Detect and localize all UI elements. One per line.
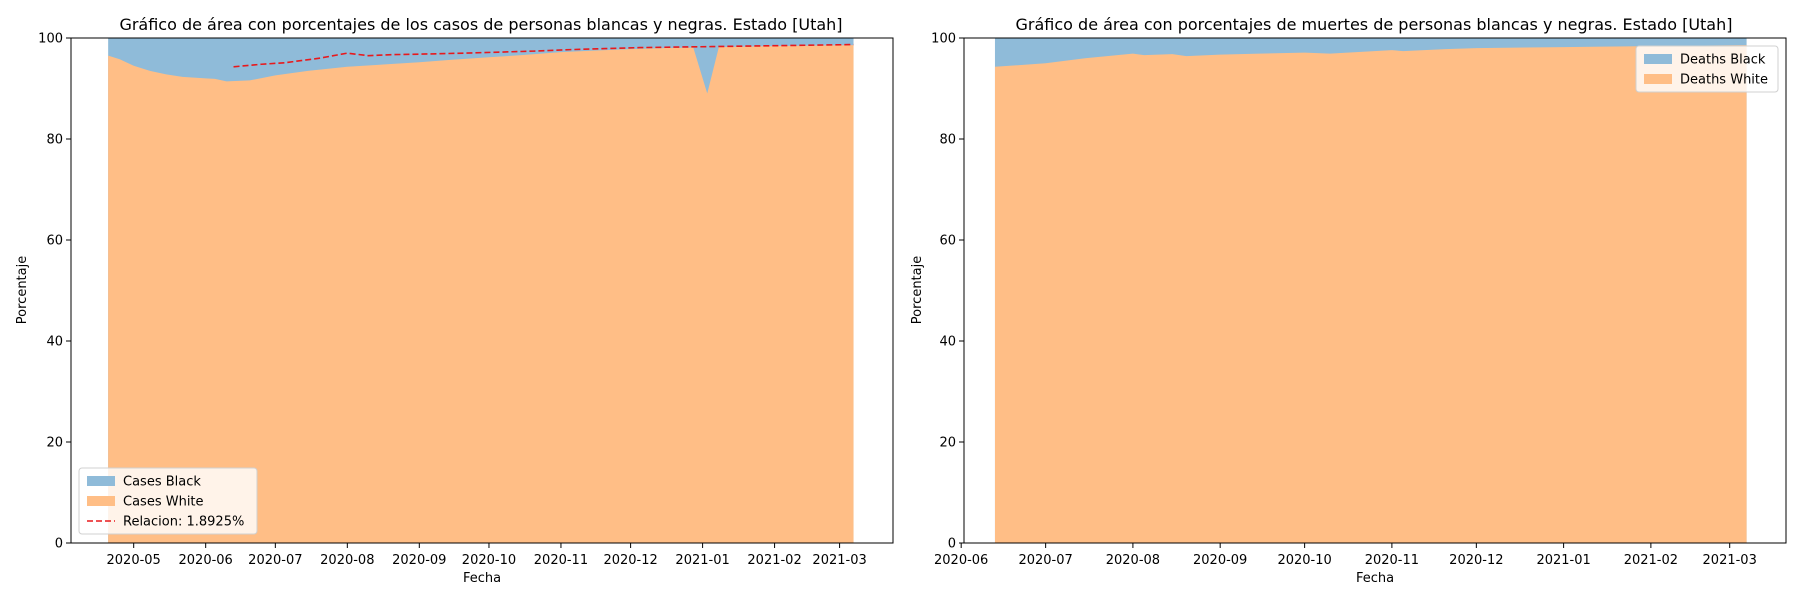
legend-label: Cases White: [123, 495, 204, 510]
x-tick-label: 2020-09: [1193, 553, 1247, 568]
y-tick-label: 80: [939, 133, 956, 148]
cases-x-axis: 2020-05 2020-06 2020-07 2020-08 2020-09 2020-…: [107, 543, 867, 568]
x-tick-label: 2020-11: [534, 553, 588, 568]
x-tick-label: 2020-07: [1018, 553, 1072, 568]
deaths-x-axis: 2020-06 2020-07 2020-08 2020-09 2020-10 2020-…: [934, 543, 1757, 568]
cases-legend: Cases Black Cases White Relacion: 1.8925%: [78, 467, 258, 535]
x-tick-label: 2020-08: [1106, 553, 1160, 568]
relacion-line: [233, 43, 854, 68]
x-tick-label: 2021-03: [1703, 553, 1757, 568]
x-tick-label: 2021-02: [1624, 553, 1678, 568]
y-tick-label: 60: [46, 234, 63, 249]
legend-swatch-deaths-black: [1644, 54, 1672, 64]
y-tick-label: 20: [939, 436, 956, 451]
x-tick-label: 2020-12: [1449, 553, 1503, 568]
x-tick-label: 2020-08: [320, 553, 374, 568]
legend-swatch-deaths-white: [1644, 74, 1672, 84]
deaths-plot-frame: [963, 37, 1787, 544]
cases-x-axis-label: Fecha: [463, 571, 501, 586]
deaths-x-axis-label: Fecha: [1356, 571, 1394, 586]
x-tick-label: 2020-11: [1365, 553, 1419, 568]
deaths-y-axis: 0 20 40 60 80 100: [931, 32, 964, 552]
x-tick-label: 2021-03: [812, 553, 866, 568]
x-tick-label: 2020-06: [934, 553, 988, 568]
x-tick-label: 2020-12: [603, 553, 657, 568]
x-tick-label: 2020-06: [179, 553, 233, 568]
area-cases-white: [108, 45, 854, 543]
cases-area-group: [108, 38, 854, 543]
y-tick-label: 40: [939, 335, 956, 350]
legend-swatch-cases-white: [87, 496, 115, 506]
x-tick-label: 2020-07: [248, 553, 302, 568]
y-tick-label: 80: [46, 133, 63, 148]
cases-chart-title: Gráfico de área con porcentajes de los c…: [119, 15, 842, 34]
y-tick-label: 60: [939, 234, 956, 249]
x-tick-label: 2020-10: [462, 553, 516, 568]
y-tick-label: 100: [931, 32, 956, 47]
x-tick-label: 2020-05: [107, 553, 161, 568]
y-tick-label: 20: [46, 436, 63, 451]
legend-label: Cases Black: [123, 475, 201, 490]
deaths-chart-title: Gráfico de área con porcentajes de muert…: [1016, 15, 1733, 34]
y-tick-label: 100: [38, 32, 63, 47]
cases-y-axis-label: Porcentaje: [15, 256, 30, 324]
x-tick-label: 2021-01: [1536, 553, 1590, 568]
y-tick-label: 40: [46, 335, 63, 350]
legend-swatch-cases-black: [87, 476, 115, 486]
y-tick-label: 0: [55, 537, 63, 552]
x-tick-label: 2020-10: [1277, 553, 1331, 568]
cases-chart: Gráfico de área con porcentajes de los c…: [15, 15, 894, 586]
cases-plot-frame: [70, 37, 894, 544]
x-tick-label: 2020-09: [392, 553, 446, 568]
deaths-y-axis-label: Porcentaje: [910, 256, 925, 324]
x-tick-label: 2021-01: [675, 553, 729, 568]
y-tick-label: 0: [948, 537, 956, 552]
x-tick-label: 2021-02: [747, 553, 801, 568]
deaths-legend: Deaths Black Deaths White: [1635, 45, 1779, 93]
deaths-area-group: [994, 38, 1747, 543]
area-deaths-white: [994, 45, 1747, 543]
legend-label: Deaths White: [1680, 73, 1768, 88]
cases-y-axis: 0 20 40 60 80 100: [38, 32, 71, 552]
deaths-chart: Gráfico de área con porcentajes de muert…: [910, 15, 1787, 586]
legend-label: Relacion: 1.8925%: [123, 515, 244, 530]
cases-line-group: [233, 43, 854, 68]
legend-label: Deaths Black: [1680, 53, 1766, 68]
legend-box: [78, 467, 258, 535]
